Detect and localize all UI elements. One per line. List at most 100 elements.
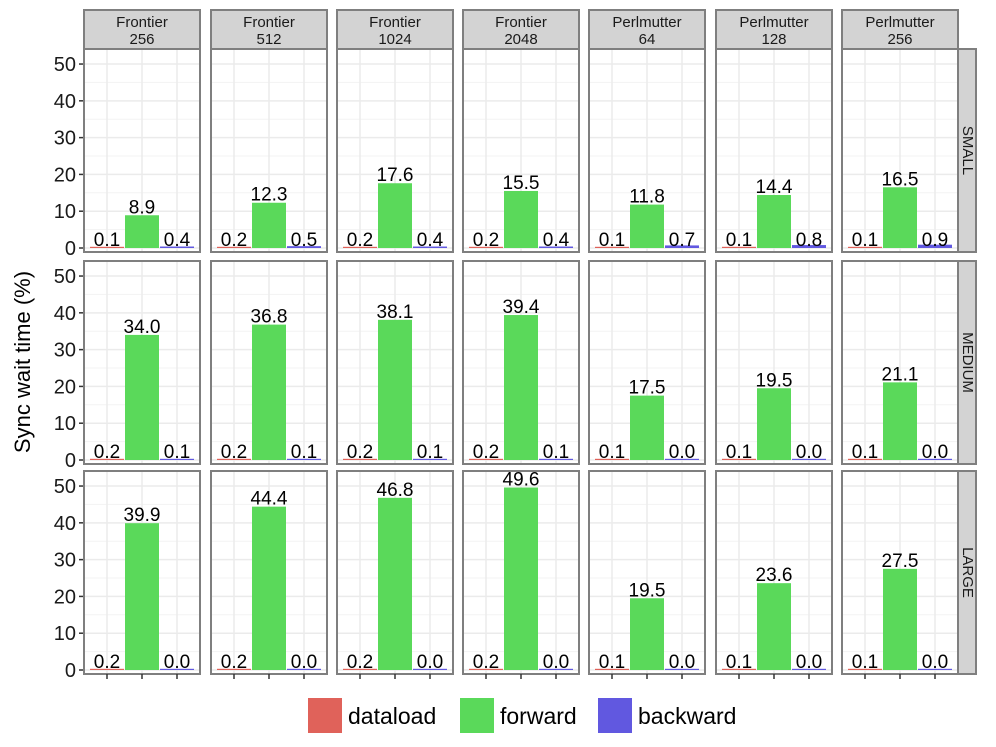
bar-backward xyxy=(539,668,573,670)
y-tick-label: 0 xyxy=(65,450,76,472)
panel-border xyxy=(588,48,706,253)
data-label-dataload: 0.2 xyxy=(221,230,247,251)
bar-backward xyxy=(413,458,447,460)
bar-backward xyxy=(413,668,447,670)
bar-forward xyxy=(378,183,412,248)
facet-strip-system-label: Perlmutter xyxy=(739,14,808,31)
data-label-dataload: 0.2 xyxy=(221,442,247,463)
bar-backward xyxy=(287,246,321,248)
bar-backward xyxy=(792,668,826,670)
panel-border xyxy=(841,260,959,465)
facet-panel: 0.1 16.5 0.9 xyxy=(841,48,959,253)
data-label-backward: 0.0 xyxy=(164,652,190,673)
bar-backward xyxy=(918,458,952,460)
data-label-dataload: 0.1 xyxy=(726,652,752,673)
legend-label-backward: backward xyxy=(638,703,736,729)
data-label-backward: 0.0 xyxy=(922,442,948,463)
facet-panel: 0.1 14.4 0.8 xyxy=(715,48,833,253)
bar-dataload xyxy=(90,246,124,248)
data-label-dataload: 0.2 xyxy=(347,230,373,251)
legend-swatch-forward xyxy=(460,698,494,733)
bar-forward xyxy=(252,506,286,670)
bar-backward xyxy=(665,245,699,248)
facet-panel: 0.1 8.9 0.4 xyxy=(83,48,201,253)
facet-strip-system-label: Frontier xyxy=(116,14,168,31)
data-label-dataload: 0.1 xyxy=(599,230,625,251)
data-label-dataload: 0.1 xyxy=(726,442,752,463)
legend-swatch-dataload xyxy=(308,698,342,733)
bar-dataload xyxy=(217,458,251,460)
y-tick-label: 10 xyxy=(54,623,76,645)
bar-dataload xyxy=(595,668,629,670)
y-tick-label: 10 xyxy=(54,413,76,435)
data-label-backward: 0.1 xyxy=(543,442,569,463)
data-label-forward: 44.4 xyxy=(251,489,288,510)
facet-panel: 0.2 39.9 0.0 xyxy=(83,470,201,679)
facet-strip-nodes-label: 512 xyxy=(256,31,281,48)
bar-dataload xyxy=(595,458,629,460)
facet-panel: 0.2 15.5 0.4 xyxy=(462,48,580,253)
bar-forward xyxy=(504,190,538,248)
data-label-backward: 0.0 xyxy=(796,442,822,463)
facet-panel: 0.2 34.0 0.1 xyxy=(83,260,201,465)
data-label-forward: 39.4 xyxy=(503,297,540,318)
facet-strip-nodes-label: 64 xyxy=(639,31,656,48)
data-label-backward: 0.8 xyxy=(796,230,822,251)
data-label-backward: 0.4 xyxy=(543,230,570,251)
bar-backward xyxy=(918,668,952,670)
data-label-backward: 0.0 xyxy=(543,652,569,673)
data-label-backward: 0.1 xyxy=(291,442,317,463)
bar-dataload xyxy=(343,668,377,670)
data-label-dataload: 0.1 xyxy=(852,442,878,463)
bar-forward xyxy=(757,195,791,248)
facet-strip-row-label: MEDIUM xyxy=(959,332,976,393)
facet-panel: 0.2 49.6 0.0 xyxy=(462,470,580,679)
data-label-backward: 0.1 xyxy=(417,442,443,463)
y-axis-title: Sync wait time (%) xyxy=(10,271,35,453)
bar-forward xyxy=(504,315,538,460)
facet-strip-system-label: Frontier xyxy=(369,14,421,31)
facet-strip-row-label: SMALL xyxy=(959,126,976,175)
bar-backward xyxy=(792,245,826,248)
data-label-forward: 16.5 xyxy=(882,169,919,190)
legend-swatch-backward xyxy=(598,698,632,733)
y-tick-label: 0 xyxy=(65,660,76,682)
y-tick-label: 10 xyxy=(54,201,76,223)
bar-forward xyxy=(125,523,159,670)
data-label-forward: 27.5 xyxy=(882,551,919,572)
bar-dataload xyxy=(217,668,251,670)
y-tick-label: 40 xyxy=(54,513,76,535)
bar-backward xyxy=(160,668,194,670)
facet-strip-column xyxy=(462,9,580,50)
bar-backward xyxy=(160,246,194,248)
facet-strip-system-label: Frontier xyxy=(495,14,547,31)
y-tick-label: 50 xyxy=(54,54,76,76)
y-tick-label: 20 xyxy=(54,164,76,186)
data-label-dataload: 0.2 xyxy=(473,652,499,673)
bar-backward xyxy=(539,458,573,460)
data-label-forward: 36.8 xyxy=(251,307,288,328)
panel-border xyxy=(83,48,201,253)
data-label-backward: 0.7 xyxy=(669,230,695,251)
data-label-dataload: 0.1 xyxy=(599,442,625,463)
data-label-backward: 0.0 xyxy=(417,652,443,673)
panel-border xyxy=(715,260,833,465)
facet-strip-system-label: Perlmutter xyxy=(865,14,934,31)
panel-border xyxy=(336,260,454,465)
data-label-dataload: 0.2 xyxy=(473,442,499,463)
bar-forward xyxy=(630,204,664,248)
data-label-dataload: 0.1 xyxy=(599,652,625,673)
bar-dataload xyxy=(722,668,756,670)
data-label-dataload: 0.2 xyxy=(347,442,373,463)
bar-dataload xyxy=(217,246,251,248)
facet-panel: 0.1 17.5 0.0 xyxy=(588,260,706,465)
facet-panel: 0.1 27.5 0.0 xyxy=(841,470,959,679)
data-label-forward: 12.3 xyxy=(251,185,288,206)
data-label-forward: 17.5 xyxy=(629,378,666,399)
data-label-backward: 0.0 xyxy=(291,652,317,673)
facet-panel: 0.2 39.4 0.1 xyxy=(462,260,580,465)
facet-strip-nodes-label: 256 xyxy=(887,31,912,48)
bar-backward xyxy=(160,458,194,460)
data-label-forward: 38.1 xyxy=(377,302,414,323)
bar-forward xyxy=(378,497,412,670)
